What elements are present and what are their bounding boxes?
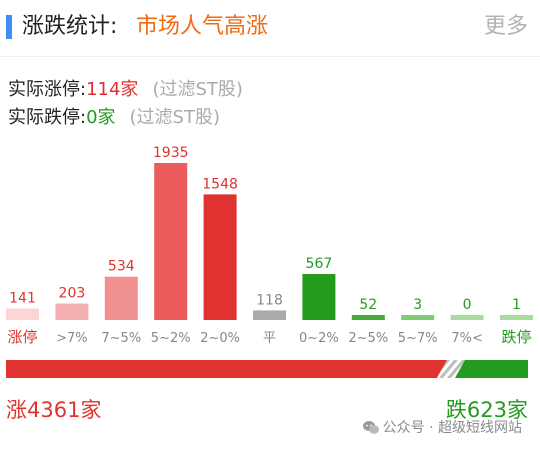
header-divider — [0, 56, 540, 57]
section-title: 涨跌统计: — [22, 14, 118, 39]
limit-down-note: (过滤ST股) — [129, 107, 220, 128]
limit-down-stat: 实际跌停:0家 (过滤ST股) — [8, 106, 220, 130]
section-header: 涨跌统计: 市场人气高涨 更多 — [0, 0, 540, 56]
category-label: 平 — [263, 331, 276, 346]
distribution-chart: 141 涨停 203 >7% 534 7~5% 1935 5~2% 1548 2~0% 118 平 56… — [6, 145, 533, 346]
category-label: 5~7% — [398, 331, 438, 346]
limit-up-value: 114家 — [86, 79, 139, 100]
bar-0 — [6, 308, 39, 320]
flat-portion — [437, 360, 465, 378]
category-label: 涨停 — [7, 328, 37, 346]
watermark-text: 公众号 · 超级短线网站 — [382, 420, 522, 436]
bar-2 — [104, 276, 138, 320]
up-portion — [6, 360, 447, 378]
category-label: 7%< — [451, 331, 483, 346]
category-label: 5~2% — [151, 331, 191, 346]
bar-value-label: 567 — [306, 256, 333, 272]
bar-3 — [154, 163, 188, 320]
bar-7 — [351, 315, 385, 320]
bar-1 — [55, 303, 89, 320]
category-label: >7% — [56, 331, 88, 346]
down-portion — [455, 360, 528, 378]
watermark: 公众号 · 超级短线网站 — [362, 418, 522, 438]
bar-value-label: 0 — [463, 297, 472, 313]
category-label: 7~5% — [101, 331, 141, 346]
up-total: 涨4361家 — [6, 398, 102, 422]
category-label: 跌停 — [501, 328, 531, 346]
bar-value-label: 203 — [59, 286, 86, 302]
limit-down-value: 0家 — [86, 107, 116, 128]
category-label: 2~5% — [348, 331, 388, 346]
category-label: 2~0% — [200, 331, 240, 346]
limit-up-stat: 实际涨停:114家 (过滤ST股) — [8, 78, 243, 102]
down-total: 跌623家 — [445, 398, 528, 422]
bar-value-label: 118 — [256, 292, 283, 308]
bar-value-label: 1548 — [202, 176, 238, 192]
limit-up-label: 实际涨停: — [8, 79, 87, 100]
market-sentiment: 市场人气高涨 — [136, 14, 269, 39]
limit-up-note: (过滤ST股) — [152, 79, 243, 100]
bar-value-label: 1935 — [153, 145, 189, 161]
wechat-icon — [362, 421, 379, 434]
bar-8 — [401, 315, 435, 320]
accent-bar — [6, 15, 12, 39]
bar-9 — [450, 315, 484, 320]
bar-value-label: 1 — [512, 297, 521, 313]
bar-value-label: 3 — [413, 297, 422, 313]
bar-value-label: 534 — [108, 259, 135, 275]
bar-10 — [500, 315, 533, 320]
bar-5 — [253, 310, 286, 320]
more-link[interactable]: 更多 — [483, 14, 528, 39]
bar-value-label: 52 — [359, 297, 377, 313]
bar-4 — [203, 194, 237, 320]
bar-6 — [302, 273, 336, 320]
limit-down-label: 实际跌停: — [8, 107, 87, 128]
up-down-ratio-bar — [6, 360, 528, 378]
bar-value-label: 141 — [9, 291, 36, 307]
category-label: 0~2% — [299, 331, 339, 346]
